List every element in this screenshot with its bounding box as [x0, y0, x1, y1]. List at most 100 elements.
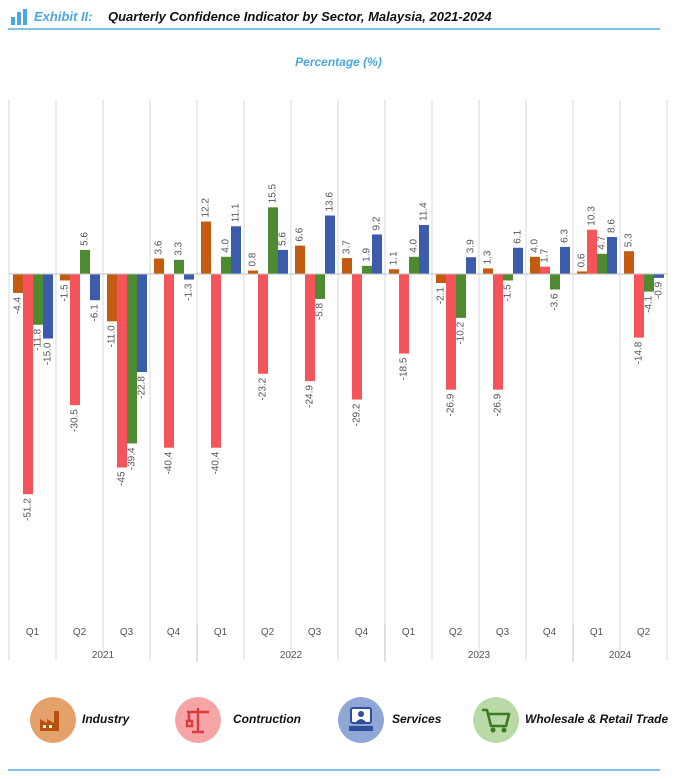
bar	[164, 274, 174, 448]
year-label: 2023	[468, 650, 491, 661]
shopping-cart-icon	[473, 697, 519, 743]
footer-divider	[8, 769, 660, 771]
data-label: 6.3	[560, 229, 571, 243]
exhibit-label: Exhibit II:	[34, 9, 93, 24]
data-label: 5.6	[80, 232, 91, 246]
crane-icon	[175, 697, 221, 743]
bar	[483, 268, 493, 274]
bar	[466, 257, 476, 274]
data-label: -15.0	[43, 342, 54, 365]
data-label: 5.3	[624, 233, 635, 247]
bar-chart-icon	[11, 9, 27, 25]
data-label: 3.9	[466, 239, 477, 253]
data-label: 0.8	[248, 252, 259, 266]
data-label: -11.0	[107, 325, 118, 347]
service-desk-icon	[338, 697, 384, 743]
bar	[503, 274, 513, 281]
bar	[513, 247, 523, 274]
data-label: 1.7	[540, 248, 551, 262]
x-tick-label: Q4	[543, 627, 557, 638]
x-tick-label: Q4	[167, 627, 181, 638]
data-label: 4.0	[530, 238, 541, 252]
data-label: 1.3	[483, 250, 494, 264]
bar	[540, 266, 550, 274]
data-label: 11.1	[231, 203, 242, 222]
data-label: -40.4	[211, 451, 222, 474]
data-label: -1.3	[184, 283, 195, 301]
bar	[634, 274, 644, 338]
x-tick-label: Q2	[449, 627, 463, 638]
data-label: -4.4	[13, 296, 24, 314]
data-label: -26.9	[493, 393, 504, 416]
data-label: -10.2	[456, 321, 467, 344]
bar	[278, 249, 288, 274]
bar	[342, 258, 352, 274]
data-label: -4.1	[644, 295, 655, 313]
data-label: -40.4	[164, 451, 175, 474]
bar	[436, 274, 446, 284]
bar	[409, 256, 419, 274]
data-label: -23.2	[258, 377, 269, 400]
bar	[90, 274, 100, 301]
data-label: -3.6	[550, 293, 561, 311]
bar	[550, 274, 560, 290]
data-label: 4.7	[597, 235, 608, 249]
bar	[174, 259, 184, 274]
x-tick-label: Q2	[637, 627, 651, 638]
data-label: -24.9	[305, 385, 316, 408]
data-label: 5.6	[278, 232, 289, 246]
data-label: -2.1	[436, 287, 447, 305]
data-label: 6.6	[295, 227, 306, 241]
data-label: 1.9	[362, 247, 373, 261]
year-label: 2022	[280, 650, 303, 661]
bar	[654, 274, 664, 278]
data-label: 13.6	[325, 192, 336, 212]
bar-chart: -4.4 -1.5 -11.0 3.6 12.2 0.8 6.6 3.7 1.1 -2.1 1.3 4…	[8, 100, 668, 662]
bar	[80, 249, 90, 274]
data-label: -6.1	[90, 304, 101, 322]
chart-title: Quarterly Confidence Indicator by Sector…	[108, 9, 492, 24]
data-label: 0.6	[577, 253, 588, 267]
bar	[33, 274, 43, 325]
data-label: 6.1	[513, 229, 524, 243]
bar	[577, 271, 587, 274]
data-label: 12.2	[201, 198, 212, 218]
bar	[268, 207, 278, 274]
data-label: -0.9	[654, 281, 665, 299]
bar	[305, 274, 315, 382]
exhibit-header: Exhibit II: Quarterly Confidence Indicat…	[8, 6, 660, 30]
year-label: 2024	[609, 650, 632, 661]
x-tick-label: Q3	[496, 627, 510, 638]
data-label: 3.7	[342, 240, 353, 254]
legend-label: Wholesale & Retail Trade	[525, 712, 669, 726]
data-label: -14.8	[634, 341, 645, 364]
data-label: 3.6	[154, 240, 165, 254]
bar	[456, 274, 466, 318]
data-label: 8.6	[607, 219, 618, 233]
unit-label: Percentage (%)	[295, 55, 382, 69]
data-label: 3.3	[174, 241, 185, 255]
legend-label: Services	[392, 712, 442, 726]
x-tick-label: Q1	[26, 627, 40, 638]
x-tick-label: Q4	[355, 627, 369, 638]
bar	[389, 269, 399, 274]
bar	[372, 234, 382, 274]
data-label: -45	[117, 471, 128, 486]
bar	[184, 274, 194, 280]
legend-label: Industry	[82, 712, 130, 726]
data-label: -26.9	[446, 393, 457, 416]
bar	[70, 274, 80, 406]
bar	[107, 274, 117, 322]
bar	[560, 246, 570, 274]
data-label: -5.8	[315, 303, 326, 321]
bar	[137, 274, 147, 373]
data-label: 4.0	[409, 238, 420, 252]
bar	[23, 274, 33, 495]
bar	[43, 274, 53, 339]
bar	[295, 245, 305, 274]
data-label: -1.5	[503, 284, 514, 302]
bar	[13, 274, 23, 293]
bar	[258, 274, 268, 374]
bar	[60, 274, 70, 281]
legend: Industry Contruction Services Wholesale …	[0, 695, 677, 745]
